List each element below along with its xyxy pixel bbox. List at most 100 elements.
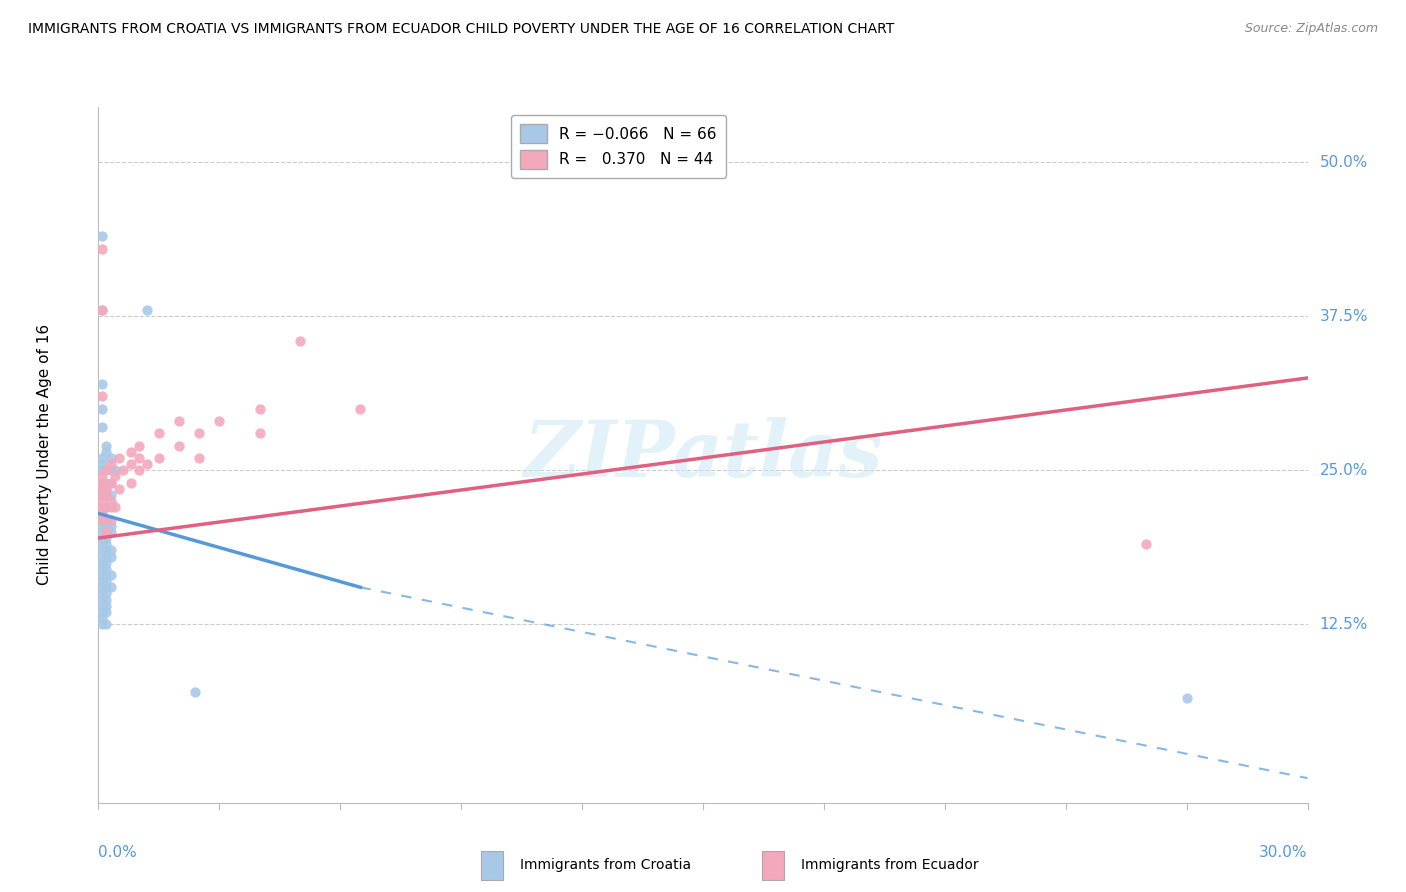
Point [91,494,114,508]
Point [1175,691,1198,706]
Point [96,617,118,632]
Point [100,488,122,502]
Point [100,543,122,558]
Point [96,524,118,539]
Point [96,562,118,576]
Point [91,586,114,600]
Point [91,482,114,496]
Point [100,500,122,515]
Point [100,475,122,490]
Text: 30.0%: 30.0% [1260,845,1308,860]
Point [167,414,190,428]
Point [91,457,114,471]
Point [107,450,129,465]
Point [148,426,170,441]
Text: 25.0%: 25.0% [1320,463,1368,478]
Point [91,599,114,613]
Point [135,303,157,318]
Point [96,482,118,496]
Point [96,580,118,594]
Point [167,439,190,453]
Point [91,450,114,465]
Text: 37.5%: 37.5% [1320,309,1368,324]
Point [91,580,114,594]
Point [100,580,122,594]
Point [96,586,118,600]
Point [91,488,114,502]
Point [349,401,371,416]
Point [249,401,271,416]
Point [96,599,118,613]
Point [100,457,122,471]
Point [111,463,134,477]
Point [91,524,114,539]
Point [100,450,122,465]
Point [91,377,114,392]
Point [103,500,125,515]
Point [96,524,118,539]
Point [91,568,114,582]
Point [91,537,114,551]
Point [96,568,118,582]
Point [96,537,118,551]
Text: 12.5%: 12.5% [1320,616,1368,632]
Text: 50.0%: 50.0% [1320,155,1368,170]
Point [91,475,114,490]
Point [91,518,114,533]
Point [100,512,122,526]
Point [128,463,150,477]
Point [91,488,114,502]
Point [96,439,118,453]
Point [91,482,114,496]
Point [91,556,114,570]
Point [148,450,170,465]
Point [91,611,114,625]
Point [91,389,114,403]
Point [91,469,114,483]
Point [96,543,118,558]
Point [100,518,122,533]
Point [96,445,118,459]
Point [188,426,211,441]
Point [91,549,114,564]
Text: Source: ZipAtlas.com: Source: ZipAtlas.com [1244,22,1378,36]
Point [100,549,122,564]
Point [91,420,114,434]
Point [188,450,211,465]
Point [96,488,118,502]
Text: IMMIGRANTS FROM CROATIA VS IMMIGRANTS FROM ECUADOR CHILD POVERTY UNDER THE AGE O: IMMIGRANTS FROM CROATIA VS IMMIGRANTS FR… [28,22,894,37]
Point [120,457,142,471]
Point [100,568,122,582]
Point [120,445,142,459]
Text: Child Poverty Under the Age of 16: Child Poverty Under the Age of 16 [37,325,52,585]
Point [91,531,114,545]
Point [91,303,114,318]
Point [91,475,114,490]
Point [91,401,114,416]
Point [91,574,114,589]
Point [96,549,118,564]
Point [96,475,118,490]
Point [96,605,118,619]
Point [96,531,118,545]
Point [91,543,114,558]
Point [91,463,114,477]
Point [96,488,118,502]
Point [103,469,125,483]
Point [103,463,125,477]
Text: ZIPatlas: ZIPatlas [523,417,883,493]
Point [107,482,129,496]
Point [96,500,118,515]
Point [91,592,114,607]
Point [96,463,118,477]
Point [96,518,118,533]
Text: 0.0%: 0.0% [98,845,138,860]
Point [91,617,114,632]
Point [96,592,118,607]
Point [100,524,122,539]
Point [91,507,114,521]
Point [128,450,150,465]
Point [91,229,114,244]
Point [91,500,114,515]
Point [100,494,122,508]
